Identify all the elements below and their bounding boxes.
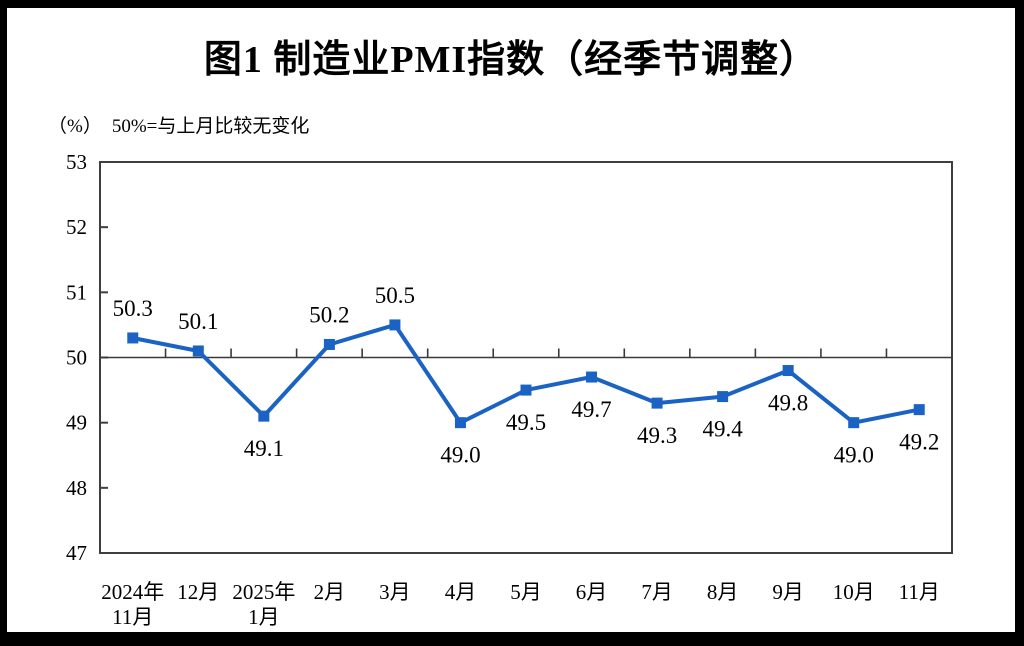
data-point-label: 49.0: [834, 443, 874, 468]
data-point-marker: [782, 365, 794, 377]
chart-canvas: 图1 制造业PMI指数（经季节调整） （%） 50%=与上月比较无变化 47 48…: [7, 8, 1015, 632]
y-axis-label: 51: [66, 280, 87, 304]
data-point-marker: [454, 417, 466, 429]
data-point-label: 49.5: [506, 410, 546, 435]
unit-label: （%）: [48, 116, 102, 137]
data-point-label: 49.8: [768, 391, 808, 416]
x-axis-label: 4月: [445, 580, 477, 604]
x-axis-label: 8月: [707, 580, 739, 604]
data-point-label: 49.3: [637, 423, 677, 448]
x-axis-label: 11月: [112, 605, 153, 629]
x-axis-label: 9月: [772, 580, 804, 604]
data-point-label: 49.2: [899, 430, 939, 455]
x-axis-label: 7月: [641, 580, 673, 604]
data-point-label: 49.4: [702, 417, 743, 442]
data-point-marker: [192, 345, 204, 357]
data-point-label: 49.0: [440, 443, 480, 468]
x-axis-label: 11月: [899, 580, 940, 604]
x-axis-label: 2025年: [232, 580, 295, 604]
x-axis-label: 1月: [248, 605, 280, 629]
data-point-label: 50.1: [178, 309, 218, 334]
data-point-marker: [258, 410, 270, 422]
y-axis-label: 47: [66, 541, 87, 565]
x-axis-label: 6月: [576, 580, 608, 604]
data-point-label: 50.5: [375, 283, 415, 308]
data-point-marker: [717, 391, 729, 403]
pmi-line-chart: 47 48 49 50 51 52 53 50.3 50.1 49.1 50.2 50.5 49.0 49…: [66, 150, 953, 629]
x-axis-label: 2月: [314, 580, 346, 604]
y-axis-label: 53: [66, 150, 87, 174]
data-point-marker: [913, 404, 925, 416]
data-point-marker: [389, 319, 401, 331]
data-point-marker: [323, 338, 335, 350]
chart-title: 图1 制造业PMI指数（经季节调整）: [203, 39, 819, 81]
data-point-marker: [586, 371, 598, 383]
y-axis-label: 52: [66, 215, 87, 239]
y-axis-label: 49: [66, 411, 87, 435]
data-point-marker: [651, 397, 663, 409]
y-axis-label: 48: [66, 476, 87, 500]
data-point-marker: [520, 384, 532, 396]
data-point-label: 49.7: [571, 397, 611, 422]
axis-unit-note: （%） 50%=与上月比较无变化: [48, 111, 309, 138]
x-axis-label: 2024年: [101, 580, 164, 604]
x-axis-label: 10月: [833, 580, 875, 604]
y-axis-label: 50: [66, 346, 87, 370]
reference-note: 50%=与上月比较无变化: [111, 116, 310, 137]
x-axis-label: 3月: [379, 580, 411, 604]
x-axis-label: 5月: [510, 580, 542, 604]
data-point-marker: [848, 417, 860, 429]
x-axis-label: 12月: [177, 580, 219, 604]
data-point-label: 49.1: [244, 436, 284, 461]
data-point-label: 50.2: [309, 302, 349, 327]
data-point-label: 50.3: [113, 296, 153, 321]
data-point-marker: [127, 332, 139, 344]
